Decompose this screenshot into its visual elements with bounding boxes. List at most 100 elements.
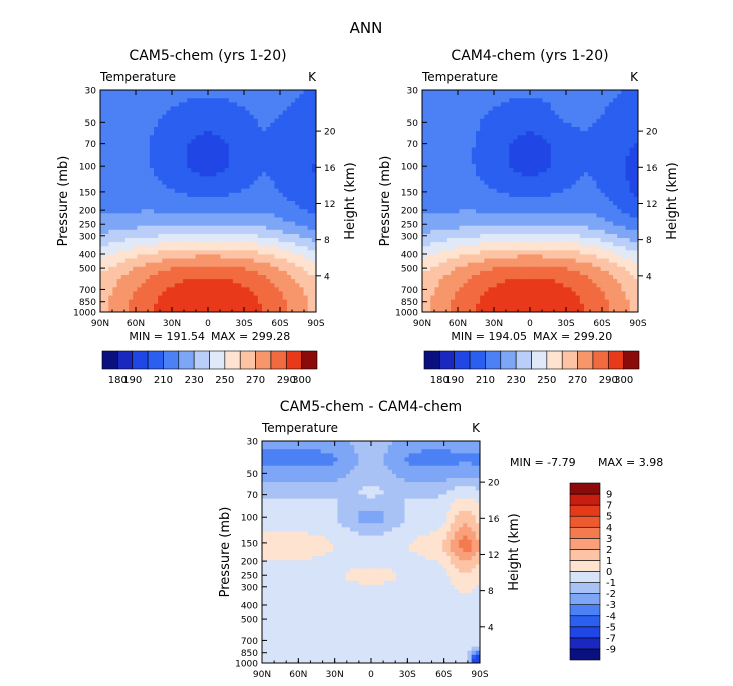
field-cell xyxy=(463,176,469,182)
field-cell xyxy=(575,238,581,243)
field-cell xyxy=(249,279,255,284)
field-cell xyxy=(438,98,444,103)
field-cell xyxy=(459,143,465,149)
field-cell xyxy=(266,143,271,149)
field-cell xyxy=(550,164,556,169)
field-cell xyxy=(104,209,109,214)
field-cell xyxy=(484,221,490,227)
field-cell xyxy=(286,110,292,116)
field-cell xyxy=(154,205,159,210)
field-cell xyxy=(455,110,460,116)
field-cell xyxy=(278,106,284,112)
field-cell xyxy=(195,172,201,177)
field-cell xyxy=(571,184,577,190)
field-cell xyxy=(471,139,477,145)
field-cell xyxy=(554,135,560,140)
field-cell xyxy=(542,225,548,231)
field-cell xyxy=(274,159,280,165)
field-cell xyxy=(203,151,209,157)
field-cell xyxy=(199,106,205,112)
field-cell xyxy=(303,176,309,182)
field-cell xyxy=(104,250,109,256)
field-cell xyxy=(274,221,280,227)
field-cell xyxy=(509,127,514,132)
field-cell xyxy=(538,254,544,260)
field-cell xyxy=(434,159,440,165)
field-cell xyxy=(137,155,143,161)
field-cell xyxy=(191,155,197,161)
field-cell xyxy=(241,201,246,206)
field-cell xyxy=(295,238,300,243)
field-cell xyxy=(567,155,573,161)
field-cell xyxy=(286,143,292,149)
field-cell xyxy=(174,135,180,140)
field-cell xyxy=(571,283,577,288)
field-cell xyxy=(550,275,556,280)
field-cell xyxy=(513,217,519,223)
field-cell xyxy=(100,184,105,190)
field-cell xyxy=(521,201,527,206)
field-cell xyxy=(467,164,473,169)
field-cell xyxy=(141,295,147,301)
field-cell xyxy=(245,233,251,239)
field-cell xyxy=(492,114,498,120)
field-cell xyxy=(509,192,514,198)
field-cell xyxy=(471,155,477,161)
field-cell xyxy=(463,291,469,297)
field-cell xyxy=(442,229,448,235)
field-cell xyxy=(208,147,213,153)
field-cell xyxy=(203,221,209,227)
field-cell xyxy=(567,258,573,264)
field-cell xyxy=(459,266,465,272)
field-cell xyxy=(257,176,263,182)
field-cell xyxy=(538,233,544,239)
field-cell xyxy=(521,131,527,136)
field-cell xyxy=(550,295,556,301)
field-cell xyxy=(426,262,431,268)
field-cell xyxy=(303,172,309,177)
field-cell xyxy=(216,127,222,132)
field-cell xyxy=(538,98,544,103)
field-cell xyxy=(257,135,263,140)
field-cell xyxy=(505,209,510,214)
field-cell xyxy=(505,94,510,99)
field-cell xyxy=(108,213,114,219)
field-cell xyxy=(145,287,151,293)
field-cell xyxy=(124,155,130,161)
field-cell xyxy=(154,90,159,95)
field-cell xyxy=(311,155,316,161)
field-cell xyxy=(224,164,230,169)
field-cell xyxy=(446,114,452,120)
field-cell xyxy=(120,201,126,206)
field-cell xyxy=(446,168,452,173)
field-cell xyxy=(104,110,109,116)
field-cell xyxy=(133,283,138,288)
field-cell xyxy=(203,246,209,251)
field-cell xyxy=(509,94,514,99)
field-cell xyxy=(550,270,556,276)
field-cell xyxy=(517,188,523,194)
field-cell xyxy=(282,250,288,256)
field-cell xyxy=(262,102,267,108)
field-cell xyxy=(550,106,556,112)
field-cell xyxy=(467,283,473,288)
field-cell xyxy=(554,172,560,177)
field-cell xyxy=(149,295,155,301)
field-cell xyxy=(278,229,284,235)
field-cell xyxy=(158,155,163,161)
field-cell xyxy=(484,279,490,284)
field-cell xyxy=(253,287,259,293)
field-cell xyxy=(270,143,276,149)
field-cell xyxy=(262,151,267,157)
field-cell xyxy=(303,180,309,186)
field-cell xyxy=(513,213,519,219)
field-cell xyxy=(174,118,180,124)
field-cell xyxy=(303,254,309,260)
field-cell xyxy=(430,209,436,214)
field-cell xyxy=(467,188,473,194)
field-cell xyxy=(509,270,514,276)
field-cell xyxy=(183,303,188,309)
field-cell xyxy=(104,233,109,239)
field-cell xyxy=(166,122,172,128)
field-cell xyxy=(178,242,184,247)
